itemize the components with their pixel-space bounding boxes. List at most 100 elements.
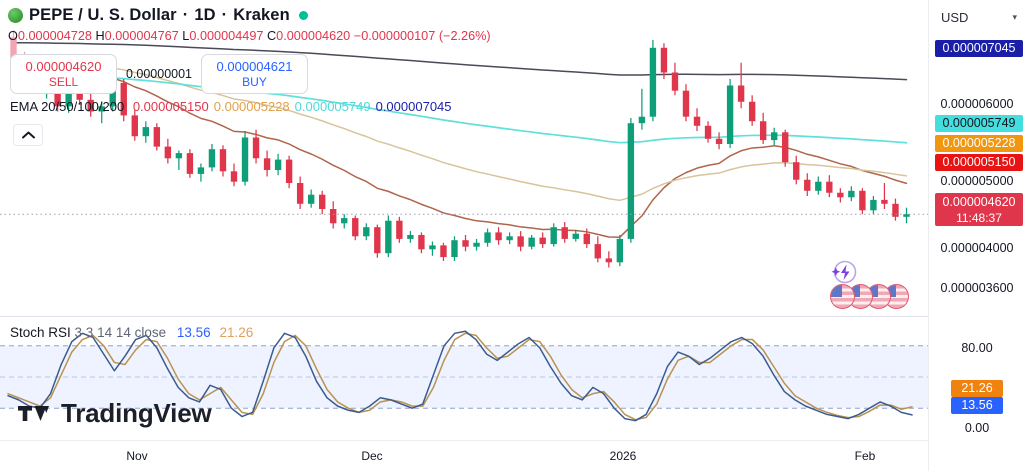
spread-value: 0.00000001 bbox=[125, 67, 193, 81]
candle-body bbox=[881, 199, 888, 204]
candle-body bbox=[616, 238, 624, 263]
candle-body bbox=[528, 237, 535, 247]
candle-body bbox=[726, 85, 734, 144]
candle-body bbox=[98, 106, 105, 112]
time-axis[interactable]: Nov Dec 2026 Feb bbox=[0, 440, 1024, 471]
trade-panel: 0.000004620 SELL 0.00000001 0.000004621 … bbox=[10, 54, 308, 94]
candle-body bbox=[230, 171, 238, 182]
candle-body bbox=[407, 235, 414, 239]
stoch-rsi-pane[interactable] bbox=[0, 317, 928, 440]
candle-body bbox=[462, 240, 469, 247]
price-chart-canvas bbox=[0, 30, 928, 268]
us-flag-events-icon[interactable] bbox=[830, 284, 909, 310]
candle-body bbox=[307, 194, 315, 204]
candle-body bbox=[175, 153, 183, 159]
candle-body bbox=[263, 158, 271, 170]
candle-body bbox=[804, 179, 811, 191]
candle-body bbox=[131, 115, 138, 137]
candle-body bbox=[693, 116, 701, 126]
candle-body bbox=[826, 181, 833, 193]
price-axis-tick-1: 0.000005000 bbox=[940, 174, 1014, 188]
candle-body bbox=[627, 123, 635, 239]
candle-body bbox=[396, 220, 403, 239]
candle-body bbox=[704, 125, 712, 139]
candle-body bbox=[737, 85, 745, 102]
candle-body bbox=[671, 72, 679, 91]
candle-body bbox=[363, 227, 370, 237]
candle-body bbox=[219, 149, 227, 172]
price-axis-tick-2: 0.000004000 bbox=[940, 241, 1014, 255]
chevron-down-icon: ▾ bbox=[1012, 11, 1017, 22]
stoch-rsi-canvas bbox=[0, 330, 928, 422]
time-axis-tick-0: Nov bbox=[126, 449, 148, 463]
candle-body bbox=[252, 137, 260, 159]
candle-body bbox=[296, 183, 304, 204]
stoch-rsi-k-line bbox=[7, 330, 913, 422]
candle-body bbox=[484, 232, 491, 243]
chevron-up-icon bbox=[21, 131, 35, 139]
candle-body bbox=[837, 192, 844, 198]
ema50-price-label[interactable]: 0.000005228 bbox=[935, 135, 1023, 152]
us-flag-badge bbox=[830, 284, 855, 309]
candle-body bbox=[506, 236, 513, 241]
buy-button[interactable]: 0.000004621 BUY bbox=[201, 54, 308, 94]
pane-divider[interactable] bbox=[0, 316, 928, 317]
price-axis[interactable]: USD ▾ 0.000006000 0.000005000 0.000004000 0… bbox=[928, 0, 1024, 471]
candle-body bbox=[815, 181, 822, 191]
ema20-price-label[interactable]: 0.000005150 bbox=[935, 154, 1023, 171]
ai-sparkle-lightning-icon[interactable] bbox=[828, 259, 858, 289]
candle-body bbox=[903, 214, 910, 217]
stoch-k-label[interactable]: 13.56 bbox=[951, 397, 1003, 414]
candle-body bbox=[109, 82, 116, 107]
candle-body bbox=[274, 159, 282, 170]
buy-price: 0.000004621 bbox=[216, 59, 293, 75]
candle-body bbox=[759, 121, 767, 141]
candle-body bbox=[120, 82, 127, 116]
candle-body bbox=[605, 258, 613, 263]
candle-body bbox=[241, 137, 249, 182]
candle-body bbox=[352, 218, 359, 237]
sell-price: 0.000004620 bbox=[25, 59, 102, 75]
candle-body bbox=[87, 99, 94, 112]
candle-body bbox=[859, 190, 866, 211]
candle-body bbox=[341, 218, 348, 224]
ema100-price-label[interactable]: 0.000005749 bbox=[935, 115, 1023, 132]
currency-label: USD bbox=[941, 9, 969, 25]
stoch-d-label[interactable]: 21.26 bbox=[951, 380, 1003, 397]
price-axis-tick-0: 0.000006000 bbox=[940, 97, 1014, 111]
candle-body bbox=[153, 127, 161, 147]
candle-body bbox=[682, 90, 690, 117]
candle-body bbox=[186, 153, 194, 174]
current-price-value: 0.000004620 bbox=[942, 195, 1016, 209]
ema-20-line bbox=[12, 57, 908, 238]
candle-body bbox=[164, 146, 172, 159]
candle-body bbox=[374, 227, 381, 254]
currency-selector[interactable]: USD ▾ bbox=[937, 6, 1021, 28]
candle-body bbox=[418, 235, 425, 250]
candle-body bbox=[197, 167, 205, 174]
candle-body bbox=[715, 138, 723, 144]
candle-body bbox=[561, 227, 568, 239]
price-chart-pane[interactable] bbox=[0, 0, 928, 315]
candle-body bbox=[870, 199, 877, 211]
candle-body bbox=[583, 233, 590, 245]
candle-body bbox=[429, 245, 436, 250]
candle-body bbox=[782, 132, 789, 163]
time-axis-tick-3: Feb bbox=[854, 449, 876, 463]
candle-body bbox=[892, 203, 899, 217]
sell-button[interactable]: 0.000004620 SELL bbox=[10, 54, 117, 94]
candle-body bbox=[285, 159, 293, 183]
collapse-legend-button[interactable] bbox=[13, 124, 43, 146]
current-price-label[interactable]: 0.000004620 11:48:37 bbox=[935, 193, 1023, 226]
candle-body bbox=[638, 116, 646, 124]
stoch-axis-tick-0: 80.00 bbox=[961, 341, 993, 355]
candle-body bbox=[451, 240, 458, 258]
ema200-price-label[interactable]: 0.000007045 bbox=[935, 40, 1023, 57]
stoch-rsi-d-line bbox=[7, 332, 913, 421]
candle-body bbox=[748, 101, 756, 122]
candle-body bbox=[660, 47, 668, 73]
bar-countdown: 11:48:37 bbox=[956, 211, 1002, 225]
candle-body bbox=[550, 227, 557, 245]
candle-body bbox=[495, 232, 502, 241]
